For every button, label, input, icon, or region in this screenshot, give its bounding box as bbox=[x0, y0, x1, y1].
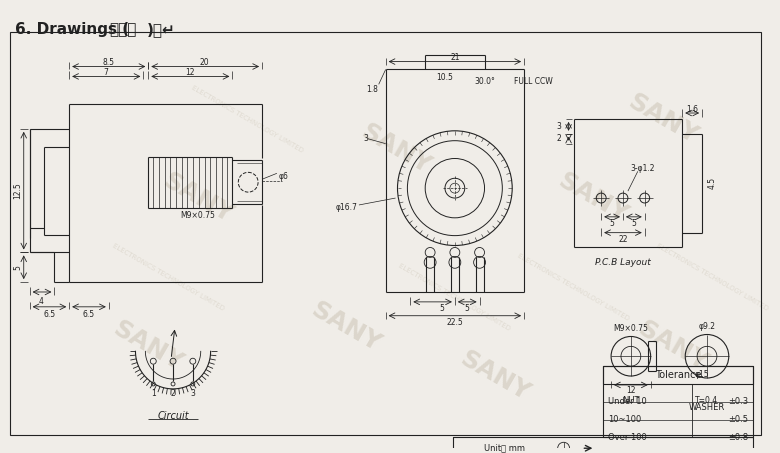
Text: 6. Drawings (: 6. Drawings ( bbox=[15, 22, 129, 37]
Text: φ9.2: φ9.2 bbox=[699, 322, 715, 331]
Text: ±0.3: ±0.3 bbox=[729, 397, 749, 406]
Text: SANY: SANY bbox=[158, 169, 237, 227]
Text: FULL CCW: FULL CCW bbox=[514, 77, 553, 86]
Text: SANY: SANY bbox=[456, 347, 534, 405]
Text: 1.8: 1.8 bbox=[366, 85, 378, 94]
Text: 8.5: 8.5 bbox=[103, 58, 115, 67]
Text: 1: 1 bbox=[151, 389, 156, 398]
Text: 3: 3 bbox=[557, 122, 562, 131]
Text: SANY: SANY bbox=[109, 317, 187, 376]
Text: ±0.8: ±0.8 bbox=[729, 433, 749, 442]
Text: P.C.B Layout: P.C.B Layout bbox=[595, 258, 651, 267]
Text: 21: 21 bbox=[450, 53, 459, 62]
Text: 12.5: 12.5 bbox=[13, 182, 23, 198]
Text: φ15: φ15 bbox=[695, 370, 709, 379]
Text: 30.0°: 30.0° bbox=[474, 77, 495, 86]
Text: 3: 3 bbox=[363, 134, 368, 143]
Text: 3-φ1.2: 3-φ1.2 bbox=[630, 164, 655, 173]
Text: 2: 2 bbox=[557, 134, 562, 143]
Text: 6.5: 6.5 bbox=[83, 310, 95, 319]
Text: 5: 5 bbox=[440, 304, 445, 313]
Text: SANY: SANY bbox=[554, 169, 633, 227]
Text: 尺寸圖: 尺寸圖 bbox=[108, 22, 136, 37]
Text: 12: 12 bbox=[185, 68, 194, 77]
Text: 12: 12 bbox=[626, 386, 636, 395]
Text: 4: 4 bbox=[39, 297, 44, 306]
Text: NUT: NUT bbox=[622, 396, 640, 405]
Text: SANY: SANY bbox=[307, 297, 385, 356]
Text: 6.5: 6.5 bbox=[44, 310, 55, 319]
Text: T=0.4: T=0.4 bbox=[696, 396, 718, 405]
Bar bbox=[603, 366, 753, 384]
Text: ELECTRONICS TECHNOLOGY LIMITED: ELECTRONICS TECHNOLOGY LIMITED bbox=[112, 243, 225, 312]
Text: Unit： mm: Unit： mm bbox=[484, 444, 525, 453]
Text: SANY: SANY bbox=[356, 119, 434, 178]
Text: φ16.7: φ16.7 bbox=[336, 203, 358, 212]
Text: Circuit: Circuit bbox=[158, 410, 189, 420]
Bar bbox=[453, 437, 753, 453]
Text: 5: 5 bbox=[631, 219, 636, 228]
Text: SANY: SANY bbox=[623, 89, 702, 149]
Bar bbox=[603, 366, 753, 437]
Text: ELECTRONICS TECHNOLOGY LIMITED: ELECTRONICS TECHNOLOGY LIMITED bbox=[516, 252, 630, 322]
Text: 5: 5 bbox=[13, 265, 23, 270]
Text: 1.6: 1.6 bbox=[686, 105, 698, 114]
Text: M9×0.75: M9×0.75 bbox=[613, 324, 648, 333]
Text: ELECTRONICS TECHNOLOGY LIMITED: ELECTRONICS TECHNOLOGY LIMITED bbox=[655, 243, 769, 312]
Text: φ6: φ6 bbox=[278, 172, 289, 181]
Text: )：↵: )：↵ bbox=[147, 22, 175, 37]
Text: 22.5: 22.5 bbox=[446, 318, 463, 327]
Text: ±0.5: ±0.5 bbox=[729, 415, 749, 424]
Text: Under 10: Under 10 bbox=[608, 397, 647, 406]
Text: M9×0.75: M9×0.75 bbox=[180, 212, 215, 220]
Text: Over 100: Over 100 bbox=[608, 433, 647, 442]
Text: 10~100: 10~100 bbox=[608, 415, 641, 424]
Text: 2: 2 bbox=[171, 389, 176, 398]
Text: 10.5: 10.5 bbox=[437, 73, 453, 82]
Text: ELECTRONICS TECHNOLOGY LIMITED: ELECTRONICS TECHNOLOGY LIMITED bbox=[190, 84, 304, 154]
Text: 4.5: 4.5 bbox=[707, 177, 717, 189]
Text: 5: 5 bbox=[464, 304, 469, 313]
Text: 22: 22 bbox=[619, 235, 628, 244]
Text: ELECTRONICS TECHNOLOGY LIMITED: ELECTRONICS TECHNOLOGY LIMITED bbox=[398, 262, 512, 332]
Text: 20: 20 bbox=[200, 58, 210, 67]
Text: 3: 3 bbox=[190, 389, 195, 398]
Text: SANY: SANY bbox=[633, 317, 711, 376]
Text: 5: 5 bbox=[610, 219, 615, 228]
Text: WASHER: WASHER bbox=[689, 403, 725, 412]
Text: 7: 7 bbox=[104, 68, 108, 77]
Text: Tolerance: Tolerance bbox=[655, 370, 701, 380]
